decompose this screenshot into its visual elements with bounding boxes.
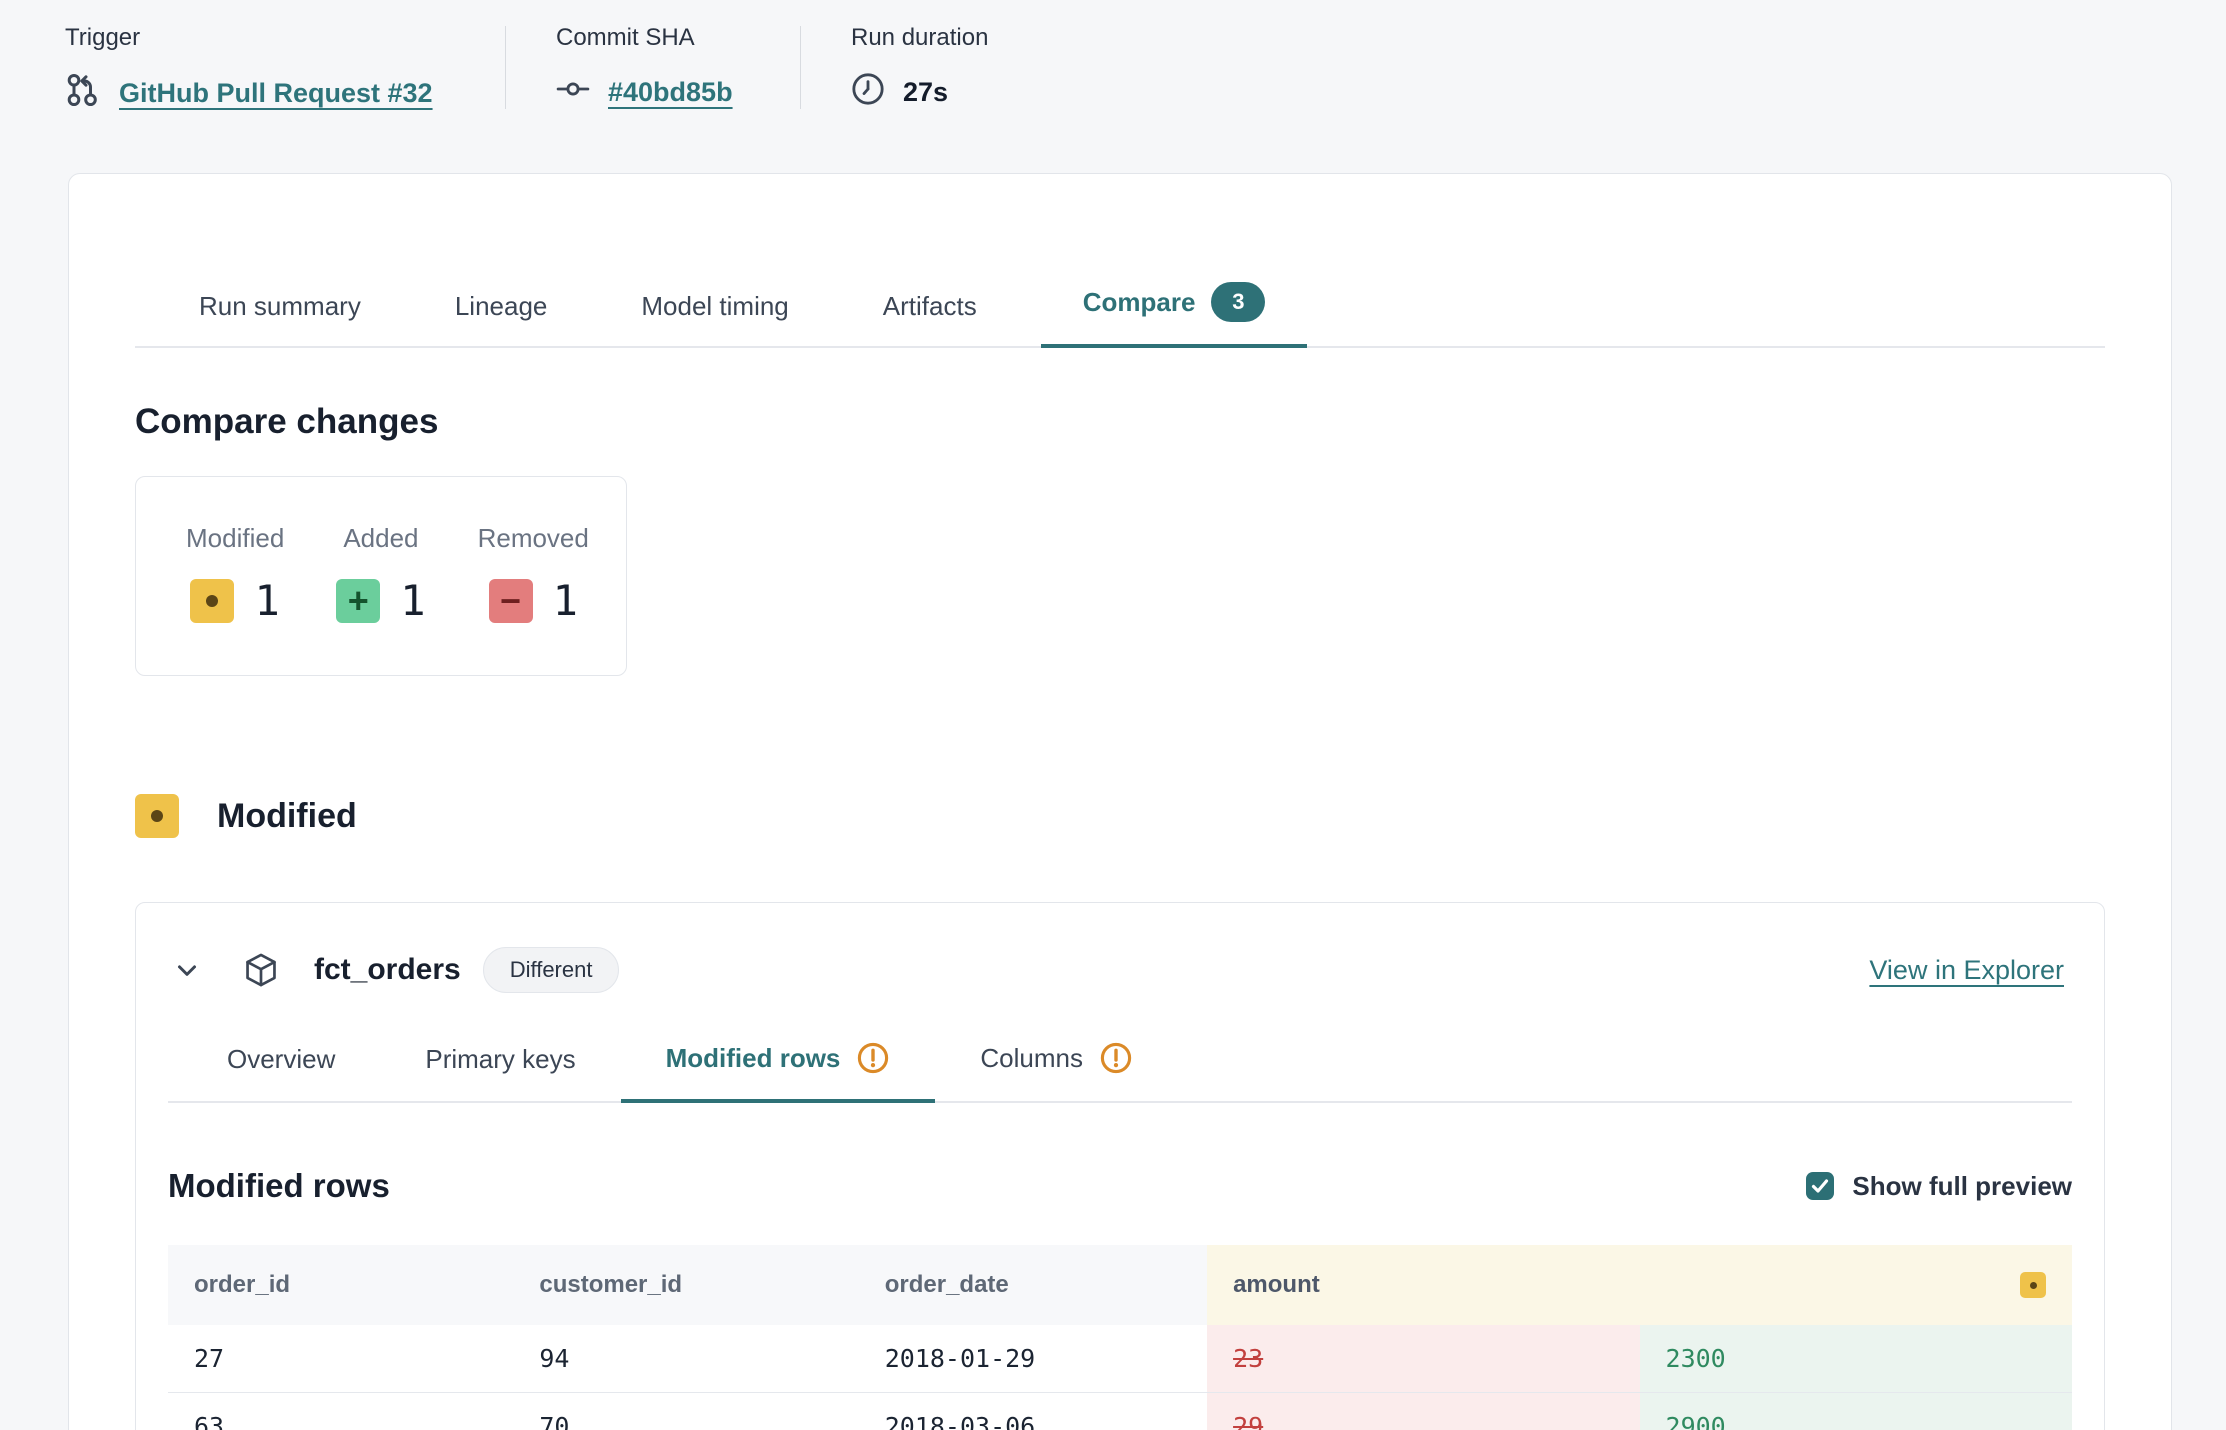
amount-after: 2300 [1639,1325,2072,1393]
pull-request-icon [65,72,101,115]
run-tabs: Run summary Lineage Model timing Artifac… [135,280,2105,348]
run-duration-label: Run duration [851,24,989,51]
tab-primary-keys[interactable]: Primary keys [425,1044,576,1074]
commit-icon [556,72,590,113]
warning-icon [856,1041,890,1075]
stat-removed: Removed − 1 [477,523,589,625]
modified-section-header: Modified [135,794,2105,838]
table-row: 63 70 2018-03-06 29 2900 [168,1392,2072,1430]
tab-overview[interactable]: Overview [227,1044,336,1074]
stat-modified: Modified 1 [186,523,285,625]
trigger-label: Trigger [65,24,141,51]
commit-sha-group: Commit SHA #40bd85b [506,24,800,115]
added-count: 1 [400,576,426,625]
modified-icon [135,794,179,838]
model-name: fct_orders [314,953,461,986]
show-full-preview-toggle[interactable]: Show full preview [1806,1171,2072,1202]
added-icon: + [336,578,381,623]
tab-lineage[interactable]: Lineage [454,291,548,321]
tab-artifacts[interactable]: Artifacts [882,291,977,321]
meta-divider [505,26,506,109]
model-card-header: fct_orders Different View in Explorer [136,903,2104,993]
run-duration-group: Run duration 27s [801,24,988,115]
amount-after: 2900 [1639,1392,2072,1430]
model-card-fct-orders: fct_orders Different View in Explorer Ov… [135,902,2105,1430]
compare-stats-card: Modified 1 Added + 1 Removed − 1 [135,476,627,676]
modified-count: 1 [254,576,280,625]
tab-run-summary[interactable]: Run summary [199,291,361,321]
table-header-row: order_id customer_id order_date amount [168,1245,2072,1325]
modified-rows-panel: Modified rows Show full preview order_id… [136,1103,2104,1430]
modified-rows-heading: Modified rows [168,1167,390,1204]
meta-divider [800,26,801,109]
show-full-preview-label: Show full preview [1852,1170,2072,1201]
removed-icon: − [488,578,533,623]
run-card: Run summary Lineage Model timing Artifac… [68,173,2172,1430]
amount-before: 29 [1207,1392,1640,1430]
modified-icon [190,578,235,623]
modified-section-title: Modified [217,796,357,835]
clock-icon [851,72,885,113]
commit-sha-label: Commit SHA [556,24,695,51]
column-modified-icon [2020,1272,2046,1298]
amount-before: 23 [1207,1325,1640,1393]
stat-added: Added + 1 [336,523,426,625]
tab-compare[interactable]: Compare 3 [1040,282,1308,348]
column-header-order-id: order_id [168,1245,514,1325]
tab-columns[interactable]: Columns [935,1041,1178,1103]
modified-rows-table: order_id customer_id order_date amount [168,1245,2072,1430]
model-cube-icon [242,951,280,989]
model-status-badge: Different [482,947,620,993]
commit-sha-link[interactable]: #40bd85b [608,77,733,107]
tab-model-timing[interactable]: Model timing [641,291,789,321]
warning-icon [1099,1041,1133,1075]
run-meta-header: Trigger GitHub Pull Request #32 Commit [0,0,2226,115]
column-header-order-date: order_date [858,1245,1208,1325]
collapse-chevron-icon[interactable] [168,951,206,989]
tab-modified-rows[interactable]: Modified rows [620,1041,936,1103]
checkbox-checked-icon[interactable] [1806,1172,1835,1200]
removed-count: 1 [552,576,578,625]
table-row: 27 94 2018-01-29 23 2300 [168,1325,2072,1393]
trigger-link[interactable]: GitHub Pull Request #32 [119,78,433,108]
column-header-customer-id: customer_id [513,1245,859,1325]
model-detail-tabs: Overview Primary keys Modified rows Colu… [168,1039,2072,1103]
view-in-explorer-link[interactable]: View in Explorer [1869,954,2064,985]
compare-count-badge: 3 [1211,282,1266,322]
run-duration-value: 27s [903,77,949,107]
column-header-amount: amount [1207,1245,2072,1325]
trigger-group: Trigger GitHub Pull Request #32 [65,24,505,115]
compare-changes-heading: Compare changes [135,402,439,441]
